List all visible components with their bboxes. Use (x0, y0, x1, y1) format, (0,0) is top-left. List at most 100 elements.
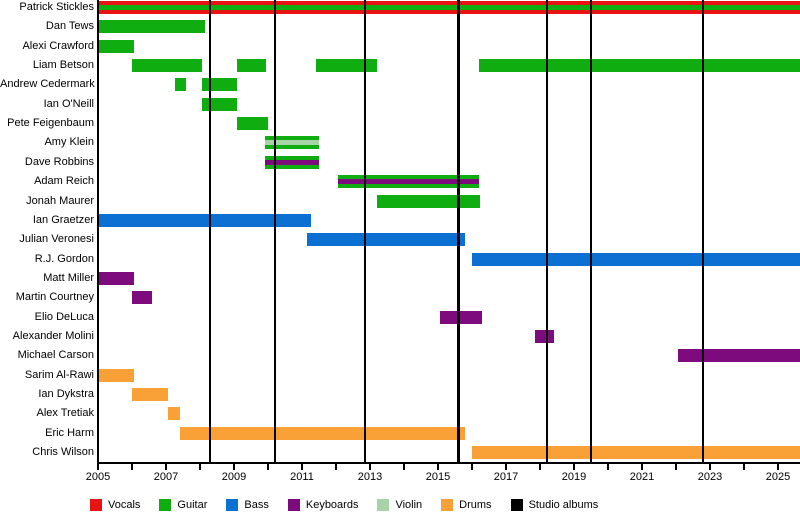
member-label: Chris Wilson (32, 446, 94, 459)
member-label: Sarim Al-Rawi (24, 368, 94, 381)
member-label: Michael Carson (17, 349, 94, 362)
timeline-bar (534, 329, 554, 343)
bar-stripe-keyboards (264, 159, 319, 165)
legend-item-guitar: Guitar (159, 499, 207, 511)
timeline-bar (132, 388, 168, 401)
timeline-bar (264, 155, 319, 169)
x-axis-tick (777, 464, 779, 470)
timeline-bar (307, 233, 466, 247)
x-axis-tick (709, 464, 711, 470)
guitar-swatch-icon (159, 499, 172, 511)
timeline-bar (201, 78, 238, 92)
member-label: Patrick Stickles (19, 1, 94, 13)
legend-label: Studio albums (528, 499, 599, 511)
timeline-bar (174, 78, 187, 92)
timeline-bar (98, 39, 134, 53)
member-label: Andrew Cedermark (0, 78, 95, 91)
member-label: Elio DeLuca (34, 310, 94, 323)
timeline-bar (337, 175, 479, 189)
timeline-bar (167, 407, 180, 421)
legend-label: Bass (244, 499, 269, 511)
member-label: Alex Tretiak (36, 407, 94, 420)
timeline-bar (98, 213, 311, 227)
album-line (208, 0, 212, 462)
legend-label: Keyboards (305, 499, 359, 511)
album-line (589, 0, 593, 462)
x-axis-tick (505, 464, 507, 470)
legend-item-drums: Drums (441, 499, 492, 511)
x-axis-tick (301, 464, 303, 470)
timeline-bar (132, 59, 202, 73)
legend-item-bass: Bass (226, 499, 269, 511)
x-axis-tick-label: 2013 (357, 471, 383, 483)
x-axis-tick (267, 464, 269, 470)
timeline-bar (132, 291, 153, 305)
x-axis-tick (199, 464, 201, 470)
timeline-bar (237, 117, 268, 131)
x-axis-tick (369, 464, 371, 470)
x-axis-tick-label: 2023 (697, 471, 723, 483)
x-axis-tick-label: 2021 (629, 471, 655, 483)
legend: Vocals Guitar Bass Keyboards Violin Drums Stud… (90, 499, 598, 511)
member-label: Eric Harm (45, 426, 94, 439)
bar-stripe-guitar (98, 5, 800, 10)
bar-stripe-violin (264, 140, 319, 146)
x-axis-tick (471, 464, 473, 470)
x-axis-tick (675, 464, 677, 470)
album-line (273, 0, 277, 462)
x-axis-line (97, 462, 800, 464)
member-label: Amy Klein (44, 136, 94, 149)
timeline-bar (472, 252, 800, 266)
timeline-bar (98, 1, 800, 14)
member-label: Ian O'Neill (43, 97, 94, 110)
x-axis-tick (233, 464, 235, 470)
timeline-bar (98, 368, 134, 382)
legend-label: Violin (395, 499, 423, 511)
keyboards-swatch-icon (287, 499, 300, 511)
x-axis-tick (573, 464, 575, 470)
legend-item-albums: Studio albums (510, 499, 599, 511)
x-axis-tick-label: 2005 (85, 471, 111, 483)
x-axis-tick (607, 464, 609, 470)
timeline-bar (376, 194, 481, 208)
violin-swatch-icon (377, 499, 390, 511)
member-label: Dave Robbins (24, 155, 94, 168)
x-axis-tick-label: 2011 (290, 471, 314, 483)
timeline-bar (98, 271, 134, 285)
x-axis-tick (165, 464, 167, 470)
y-axis-line (97, 0, 99, 462)
timeline-bar (201, 97, 238, 111)
member-label: Julian Veronesi (19, 233, 94, 246)
x-axis-tick (539, 464, 541, 470)
timeline-bar (677, 349, 800, 363)
x-axis-tick (335, 464, 337, 470)
legend-label: Vocals (108, 499, 141, 511)
legend-item-keyboards: Keyboards (287, 499, 359, 511)
album-line (545, 0, 549, 462)
bar-stripe-keyboards (337, 179, 479, 185)
timeline-bar (179, 426, 466, 440)
x-axis-tick (131, 464, 133, 470)
timeline-bar (439, 310, 483, 324)
x-axis-tick (743, 464, 745, 470)
legend-label: Guitar (177, 499, 208, 511)
x-axis-tick (641, 464, 643, 470)
albums-swatch-icon (510, 499, 523, 511)
member-label: Ian Dykstra (38, 388, 94, 400)
album-line (363, 0, 367, 462)
member-label: Martin Courtney (15, 291, 94, 304)
timeline-bar (98, 20, 206, 34)
album-line (701, 0, 705, 462)
album-line (457, 0, 460, 462)
legend-label: Drums (459, 499, 492, 511)
member-label: Adam Reich (34, 175, 94, 188)
timeline-bar (472, 446, 800, 460)
member-label: Dan Tews (45, 20, 94, 33)
x-axis-tick (403, 464, 405, 470)
member-label: Liam Betson (32, 59, 94, 72)
x-axis-tick-label: 2019 (561, 471, 587, 483)
member-label: R.J. Gordon (34, 252, 94, 265)
x-axis-tick-label: 2025 (765, 471, 791, 483)
